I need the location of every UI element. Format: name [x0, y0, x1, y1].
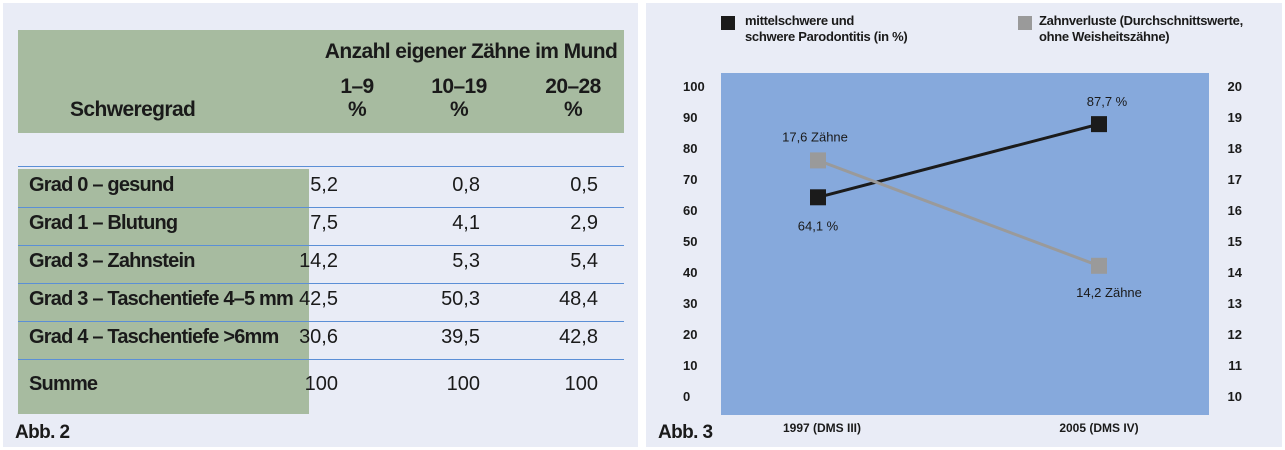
y-right-tick-label: 17: [1228, 172, 1242, 187]
row-labels-background: [18, 169, 309, 414]
table-cell: 5,2: [310, 174, 338, 196]
table-cell: 5,4: [570, 250, 598, 272]
table-cell: 42,5: [299, 288, 338, 310]
data-point-marker: [1091, 116, 1107, 133]
data-label: 64,1 %: [798, 218, 839, 233]
y-left-tick-label: 100: [683, 79, 705, 94]
table-cell: 7,5: [310, 212, 338, 234]
figure-caption: Abb. 2: [15, 422, 70, 443]
row-divider: [18, 359, 624, 360]
y-right-tick-label: 11: [1228, 358, 1242, 373]
line-chart: 0 10 20 30 40 50 60 70 80 90 100 10 11 12 13 14 15 16 17 18…: [683, 73, 1243, 435]
y-right-tick-label: 12: [1228, 327, 1242, 342]
y-left-tick-label: 80: [683, 141, 697, 156]
data-point-marker: [1091, 257, 1107, 274]
y-right-tick-label: 16: [1228, 203, 1242, 218]
row-label: Summe: [29, 373, 98, 395]
legend-swatch-series-2: [1018, 16, 1032, 30]
y-left-tick-label: 10: [683, 358, 697, 373]
column-header-2: 10–19%: [431, 75, 487, 121]
table-cell: 30,6: [299, 326, 338, 348]
table-cell: 14,2: [299, 250, 338, 272]
table-header: Anzahl eigener Zähne im Mund 1–9% 10–19%…: [18, 30, 624, 133]
header-title: Anzahl eigener Zähne im Mund: [324, 40, 618, 63]
y-left-tick-label: 50: [683, 234, 697, 249]
table-cell: 0,8: [452, 174, 480, 196]
column-header-3: 20–28%: [545, 75, 601, 121]
row-divider: [18, 283, 624, 284]
data-label: 17,6 Zähne: [782, 129, 848, 144]
y-right-tick-label: 14: [1228, 265, 1243, 280]
table-cell: 5,3: [452, 250, 480, 272]
y-left-tick-label: 70: [683, 172, 697, 187]
data-point-marker: [810, 189, 826, 206]
y-right-tick-label: 15: [1228, 234, 1242, 249]
row-divider: [18, 166, 624, 167]
table-cell: 2,9: [570, 212, 598, 234]
row-divider: [18, 321, 624, 322]
chart-panel: mittelschwere und schwere Parodontitis (…: [646, 3, 1282, 447]
x-category-label: 1997 (DMS III): [783, 421, 861, 435]
y-right-tick-label: 13: [1228, 296, 1242, 311]
row-divider: [18, 245, 624, 246]
data-label: 87,7 %: [1087, 94, 1128, 109]
y-right-tick-label: 10: [1228, 389, 1242, 404]
y-left-tick-label: 90: [683, 110, 697, 125]
y-right-tick-label: 20: [1228, 79, 1242, 94]
chart-caption: Abb. 3: [658, 422, 713, 443]
row-label: Grad 3 – Taschentiefe 4–5 mm: [29, 288, 294, 310]
y-left-tick-label: 20: [683, 327, 697, 342]
data-point-marker: [810, 152, 826, 169]
table-cell: 42,8: [559, 326, 598, 348]
row-label: Grad 3 – Zahnstein: [29, 250, 195, 272]
row-label: Grad 4 – Taschentiefe >6mm: [29, 326, 279, 348]
table-cell: 4,1: [452, 212, 480, 234]
row-divider: [18, 207, 624, 208]
series-line-1: [817, 122, 1100, 199]
data-label: 14,2 Zähne: [1076, 285, 1142, 300]
y-left-tick-label: 40: [683, 265, 697, 280]
table-cell: 100: [304, 373, 338, 395]
y-left-tick-label: 60: [683, 203, 697, 218]
column-header-1: 1–9%: [340, 75, 374, 121]
table-cell: 39,5: [441, 326, 480, 348]
table-cell: 100: [446, 373, 480, 395]
y-left-tick-label: 0: [683, 389, 690, 404]
y-right-tick-label: 18: [1228, 141, 1242, 156]
row-header: Schweregrad: [70, 98, 196, 121]
legend-entry-series-1: mittelschwere und schwere Parodontitis (…: [745, 13, 908, 44]
legend-swatch-series-1: [721, 16, 735, 30]
table-panel: Anzahl eigener Zähne im Mund 1–9% 10–19%…: [3, 3, 638, 447]
table-cell: 48,4: [559, 288, 598, 310]
x-category-label: 2005 (DMS IV): [1059, 421, 1138, 435]
table-cell: 0,5: [570, 174, 598, 196]
table-cell: 100: [564, 373, 598, 395]
y-left-tick-label: 30: [683, 296, 697, 311]
series-line-2: [817, 158, 1100, 268]
plot-area: [721, 73, 1209, 415]
table-cell: 50,3: [441, 288, 480, 310]
y-right-tick-label: 19: [1228, 110, 1242, 125]
legend-entry-series-2: Zahnverluste (Durchschnittswerte, ohne W…: [1039, 13, 1243, 44]
row-label: Grad 0 – gesund: [29, 174, 175, 196]
row-label: Grad 1 – Blutung: [29, 212, 178, 234]
